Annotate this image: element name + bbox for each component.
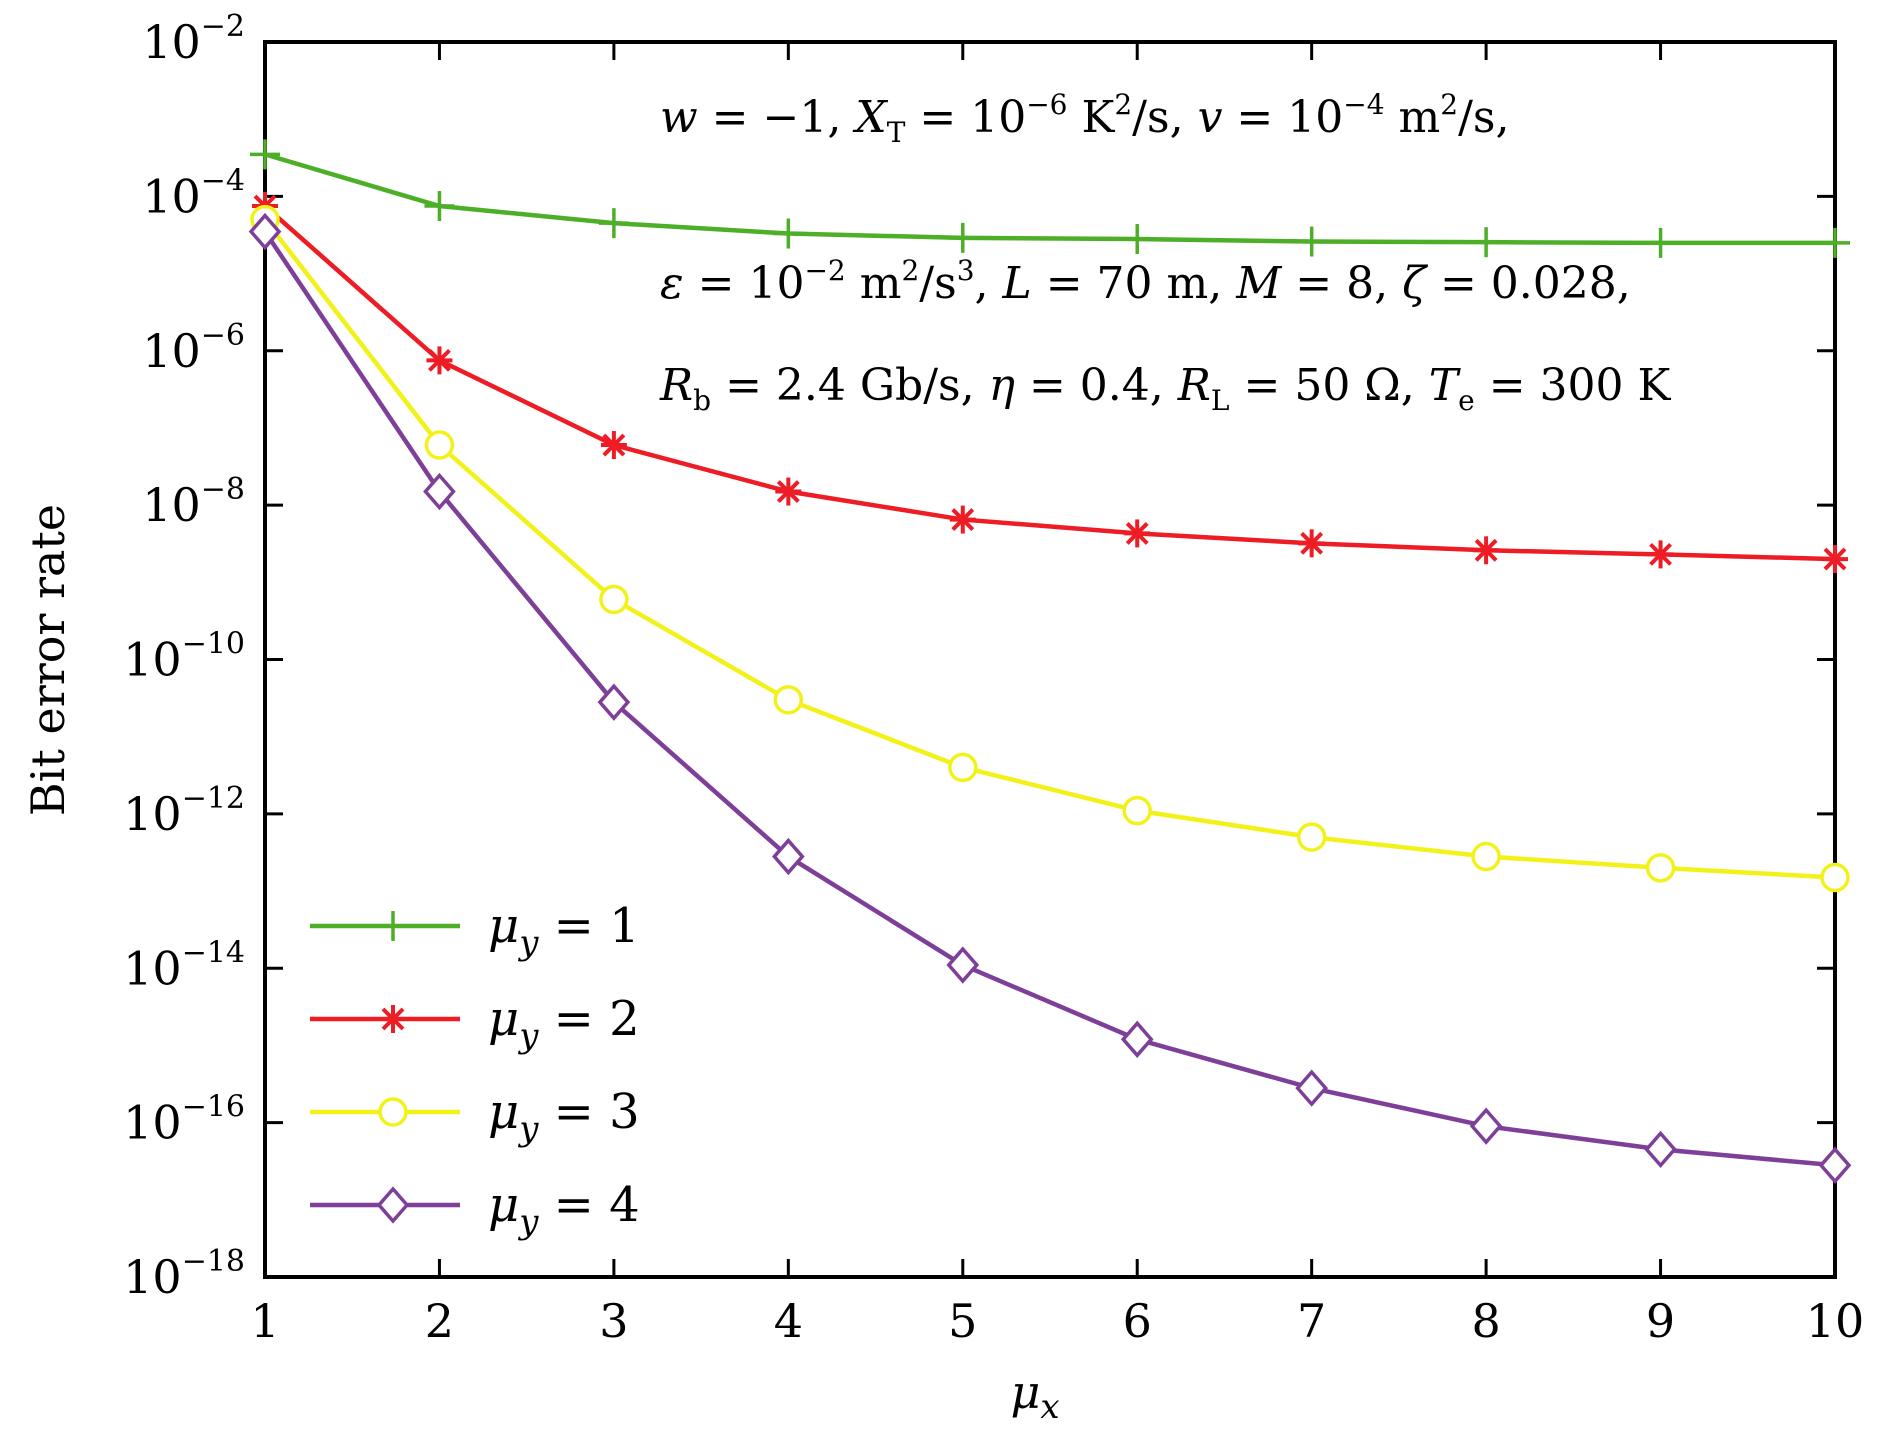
x-tick-labels: 1 2 3 4 5 6 7 8 9 10 (250, 1294, 1864, 1348)
series-line (264, 152, 1835, 246)
data-point (773, 218, 804, 249)
data-point (424, 430, 455, 460)
data-point (773, 685, 804, 715)
series-line (263, 218, 1836, 880)
y-tick-labels: 10−2 10−4 10−6 10−8 10−10 10−12 10−14 10−16 10−1… (123, 9, 245, 1304)
series-line (263, 230, 1836, 1168)
data-point (1820, 862, 1850, 893)
data-point (423, 472, 456, 511)
legend-label: μy = 1 (488, 898, 640, 963)
data-point (1120, 1020, 1154, 1058)
data-point (1469, 1107, 1503, 1145)
data-point (1122, 795, 1152, 826)
legend-marker (378, 1097, 408, 1127)
data-point (1122, 224, 1153, 255)
legend: μy = 1 μy = 2 μy = 3 μy = 4 (310, 898, 640, 1242)
y-tick-label: 10−14 (123, 935, 245, 995)
data-point (599, 584, 629, 615)
data-point (250, 139, 280, 170)
data-point (426, 346, 453, 375)
series-layer (248, 139, 1852, 1184)
x-tick-label: 3 (599, 1294, 628, 1348)
x-tick-label: 5 (948, 1294, 977, 1348)
x-tick-label: 4 (774, 1294, 803, 1348)
legend-marker (376, 1186, 410, 1224)
legend-entry: μy = 4 (310, 1177, 640, 1242)
annotation-line-1: w = −1, XT = 10−6 K2/s, v = 10−4 m2/s, (660, 88, 1509, 149)
x-tick-label: 6 (1123, 1294, 1152, 1348)
data-point (598, 208, 629, 239)
data-point (1822, 545, 1848, 574)
legend-entry: μy = 1 (310, 898, 640, 963)
annotation-line-3: Rb = 2.4 Gb/s, η = 0.4, RL = 50 Ω, Te = … (659, 360, 1672, 417)
data-point (947, 222, 978, 253)
data-point (946, 946, 980, 984)
y-tick-label: 10−4 (142, 163, 245, 223)
y-tick-label: 10−10 (123, 627, 245, 687)
data-point (772, 837, 805, 876)
y-tick-label: 10−16 (123, 1090, 245, 1150)
data-point (948, 752, 978, 783)
series-line (263, 204, 1836, 562)
x-tick-label: 8 (1471, 1294, 1500, 1348)
data-point (1296, 822, 1327, 852)
data-point (1298, 529, 1325, 558)
data-point (949, 505, 976, 534)
data-point (1818, 1146, 1852, 1184)
series-1 (250, 139, 1850, 258)
y-tick-label: 10−2 (142, 9, 245, 69)
series-4 (248, 212, 1852, 1184)
legend-marker (378, 911, 408, 941)
data-point (775, 477, 802, 506)
x-tick-label: 7 (1297, 1294, 1326, 1348)
data-point (424, 191, 455, 222)
legend-entry: μy = 2 (310, 991, 640, 1056)
data-point (1645, 853, 1676, 883)
x-axis-title: μx (1010, 1365, 1059, 1427)
legend-label: μy = 4 (488, 1177, 640, 1242)
axis-ticks (263, 40, 1837, 1279)
series-3 (250, 204, 1850, 893)
x-tick-label: 9 (1646, 1294, 1675, 1348)
data-point (597, 683, 631, 721)
x-tick-label: 2 (425, 1294, 454, 1348)
data-point (600, 431, 627, 460)
data-point (1296, 226, 1327, 257)
legend-entry: μy = 3 (310, 1084, 640, 1149)
y-axis-title: Bit error rate (21, 504, 75, 816)
data-point (248, 212, 282, 251)
data-point (1820, 227, 1850, 258)
x-tick-label: 10 (1806, 1294, 1865, 1348)
data-point (1295, 1069, 1328, 1107)
data-point (1645, 227, 1676, 258)
data-point (1471, 841, 1501, 872)
y-tick-label: 10−8 (142, 472, 245, 532)
data-point (1647, 540, 1674, 569)
data-point (1471, 227, 1502, 258)
legend-marker (380, 1005, 406, 1033)
annotation-line-2: ε = 10−2 m2/s3, L = 70 m, M = 8, ζ = 0.0… (660, 254, 1631, 309)
x-tick-label: 1 (250, 1294, 279, 1348)
series-2 (252, 192, 1848, 574)
data-point (1473, 536, 1500, 565)
y-tick-label: 10−18 (123, 1244, 245, 1304)
data-point (1124, 519, 1151, 548)
y-tick-label: 10−6 (142, 318, 245, 378)
data-point (1644, 1130, 1677, 1169)
legend-label: μy = 2 (488, 991, 640, 1056)
y-tick-label: 10−12 (123, 781, 245, 841)
legend-label: μy = 3 (488, 1084, 640, 1149)
